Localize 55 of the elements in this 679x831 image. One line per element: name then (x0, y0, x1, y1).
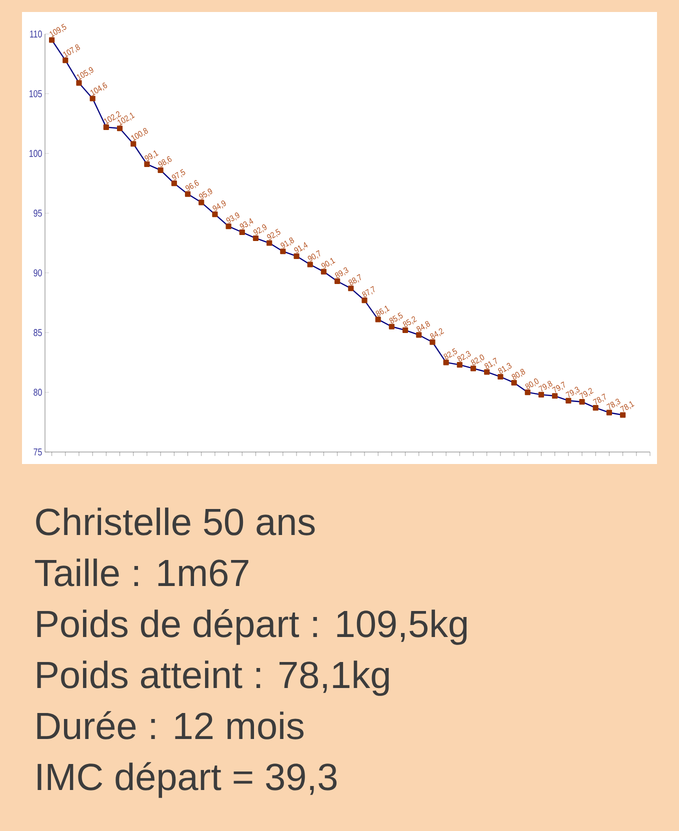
data-label: 82,0 (470, 354, 484, 366)
data-label: 98,6 (158, 156, 172, 168)
data-label: 96,6 (185, 180, 199, 191)
data-label: 78,1 (620, 401, 634, 412)
data-label: 79,2 (579, 388, 594, 399)
data-label: 92,5 (267, 228, 280, 240)
text: Christelle 50 ans (36, 508, 315, 536)
data-label: 81,7 (484, 358, 497, 369)
data-label: 82,3 (457, 350, 471, 362)
data-label: 79,8 (538, 380, 552, 392)
data-label: 80,8 (512, 368, 526, 380)
data-label: 90,1 (321, 258, 336, 269)
text: IMC départ = 39,3 (38, 762, 337, 798)
y-tick-label: 80 (34, 388, 42, 396)
data-label: 80,0 (525, 378, 539, 390)
data-label: 85,2 (402, 316, 417, 328)
data-label: 78,7 (592, 393, 606, 405)
data-label: 105,9 (76, 67, 94, 80)
data-label: 81,3 (498, 362, 512, 374)
text: Poids de départ : 109,5kg (37, 609, 467, 645)
y-tick-label: 95 (34, 210, 42, 217)
data-label: 93,4 (240, 218, 254, 230)
data-label: 95,9 (199, 188, 212, 200)
data-label: 97,5 (172, 169, 186, 180)
y-tick-label: 85 (34, 329, 42, 336)
data-label: 84,2 (430, 328, 444, 339)
data-label: 93,9 (226, 212, 240, 224)
data-label: 109,5 (50, 24, 66, 38)
data-label: 92,9 (253, 224, 267, 236)
text: Taille : 1m67 (35, 558, 248, 586)
data-label: 100,8 (131, 128, 148, 142)
data-label: 85,5 (389, 312, 403, 324)
data-label: 91,4 (294, 242, 308, 254)
data-label: 89,3 (334, 267, 348, 278)
text: Durée : 12 mois (37, 711, 304, 740)
data-label: 87,7 (362, 286, 375, 298)
y-tick-label: 110 (30, 30, 42, 38)
y-tick-label: 90 (34, 269, 42, 276)
data-label: 78,3 (606, 398, 620, 410)
data-label: 86,1 (376, 306, 390, 316)
data-label: 88,7 (348, 274, 361, 286)
data-label: 79,3 (566, 386, 580, 398)
data-label: 91,8 (280, 238, 294, 248)
y-tick-label: 105 (29, 90, 42, 98)
data-label: 94,9 (212, 200, 226, 212)
data-label: 107,8 (63, 44, 80, 58)
data-label: 79,7 (552, 382, 565, 393)
data-label: 99,1 (144, 150, 159, 162)
data-label: 82,5 (444, 348, 458, 360)
y-tick-label: 75 (34, 448, 42, 456)
data-label: 84,8 (416, 321, 430, 332)
data-label: 104,6 (90, 82, 108, 96)
text: Poids atteint : 78,1kg (37, 660, 389, 696)
data-label: 90,7 (308, 250, 320, 262)
y-tick-label: 100 (29, 150, 42, 157)
